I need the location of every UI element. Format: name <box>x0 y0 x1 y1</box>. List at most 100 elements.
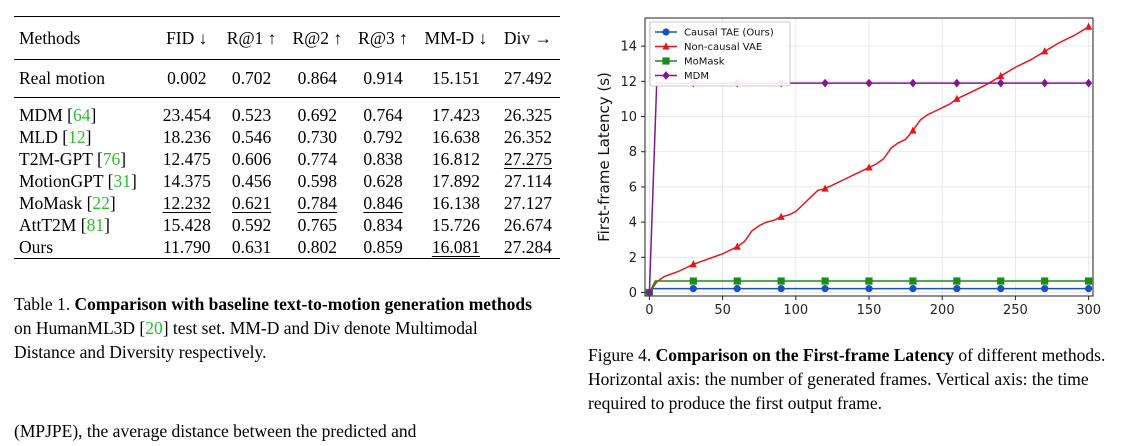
data-point <box>953 285 961 293</box>
data-point <box>662 28 670 36</box>
caption-text: ] test set. MM-D and Div denote Multimod… <box>14 318 478 362</box>
data-point <box>865 285 873 293</box>
x-tick-label: 0 <box>645 303 653 318</box>
cell-div: 27.114 <box>504 170 552 191</box>
x-tick-label: 300 <box>1076 303 1101 318</box>
cell-r1: 0.456 <box>231 170 272 191</box>
data-point <box>821 184 829 192</box>
cell-mmd: 15.151 <box>431 68 480 88</box>
caption-text: of different methods. Horizontal axis: t… <box>588 345 1106 413</box>
citation-link[interactable]: 12 <box>68 126 86 147</box>
cell-r1: 0.606 <box>231 148 272 169</box>
table-row-attt2m: AttT2M [81] 15.428 0.592 0.765 0.834 15.… <box>14 214 560 236</box>
y-tick-label: 2 <box>629 251 637 266</box>
row-method-name: MoMask [22] <box>19 192 116 213</box>
citation-link[interactable]: 64 <box>72 104 91 125</box>
data-point <box>733 242 741 250</box>
data-point <box>821 78 829 88</box>
row-method-name: Real motion <box>19 68 106 88</box>
citation-link[interactable]: 31 <box>113 170 131 191</box>
header-methods: Methods <box>19 27 81 48</box>
y-tick-label: 12 <box>620 75 637 90</box>
results-table-container: Methods FID ↓ R@1 ↑ R@2 ↑ R@3 ↑ MM-D ↓ D… <box>14 16 562 259</box>
cell-div: 27.284 <box>503 236 553 257</box>
results-table: Methods FID ↓ R@1 ↑ R@2 ↑ R@3 ↑ MM-D ↓ D… <box>14 16 560 259</box>
series-line <box>648 280 1089 293</box>
header-r3: R@3 ↑ <box>358 27 408 48</box>
cell-fid: 11.790 <box>163 236 211 257</box>
data-point <box>909 126 917 134</box>
table-row-ours: Ours 11.790 0.631 0.802 0.859 16.081 27.… <box>14 236 560 259</box>
data-point <box>1085 78 1093 88</box>
y-tick-label: 8 <box>629 145 637 160</box>
data-point <box>997 78 1005 88</box>
cell-r3: 0.764 <box>363 104 403 125</box>
cell-r3: 0.628 <box>363 170 403 191</box>
cell-r2: 0.802 <box>297 236 337 257</box>
citation-link[interactable]: 76 <box>102 148 121 169</box>
cell-r3: 0.859 <box>363 236 403 257</box>
x-tick-label: 150 <box>857 303 882 318</box>
cell-r2: 0.598 <box>297 170 337 191</box>
citation-link[interactable]: 20 <box>145 318 163 338</box>
cell-r3: 0.838 <box>363 148 403 169</box>
data-point <box>662 57 670 65</box>
row-method-name: MLD [12] <box>19 126 92 147</box>
citation-link[interactable]: 81 <box>86 214 105 235</box>
cell-mmd: 16.638 <box>431 126 480 147</box>
cell-r2: 0.774 <box>297 148 337 169</box>
cell-mmd: 17.892 <box>431 170 480 191</box>
figure-caption: Figure 4. Comparison on the First-frame … <box>588 343 1116 415</box>
data-point <box>662 42 670 50</box>
cell-r2: 0.864 <box>297 68 337 88</box>
cell-fid: 15.428 <box>162 214 211 235</box>
data-point <box>997 277 1005 285</box>
cell-mmd: 15.726 <box>431 214 480 235</box>
caption-text: on HumanML3D [ <box>14 318 146 338</box>
data-point <box>953 94 961 102</box>
y-tick-label: 14 <box>620 40 637 55</box>
cell-div: 26.674 <box>503 214 553 235</box>
header-mmd: MM-D ↓ <box>424 27 488 48</box>
legend-box <box>649 21 791 87</box>
data-point <box>909 277 917 285</box>
cell-r1: 0.546 <box>231 126 272 147</box>
header-fid: FID ↓ <box>166 27 208 48</box>
data-point <box>953 78 961 88</box>
cell-r3: 0.846 <box>363 192 403 213</box>
caption-bold-text: Comparison on the First-frame Latency <box>655 345 955 365</box>
table-row-motiongpt: MotionGPT [31] 14.375 0.456 0.598 0.628 … <box>14 170 560 192</box>
body-text-line: (MPJPE), the average distance between th… <box>14 421 417 441</box>
table-row-t2m-gpt: T2M-GPT [76] 12.475 0.606 0.774 0.838 16… <box>14 148 560 170</box>
legend-entry: Causal TAE (Ours) <box>655 28 774 39</box>
y-tick-label: 6 <box>629 180 637 195</box>
cell-mmd: 16.812 <box>431 148 480 169</box>
data-point <box>777 277 785 285</box>
legend-label: Non-causal VAE <box>684 42 762 53</box>
x-tick-label: 200 <box>930 303 955 318</box>
cell-div: 27.275 <box>503 148 553 169</box>
cell-fid: 12.232 <box>162 192 211 213</box>
cell-fid: 12.475 <box>162 148 211 169</box>
data-point <box>953 277 961 285</box>
x-tick-label: 250 <box>1003 303 1028 318</box>
cell-r1: 0.621 <box>231 192 272 213</box>
table-header-row: Methods FID ↓ R@1 ↑ R@2 ↑ R@3 ↑ MM-D ↓ D… <box>14 16 560 60</box>
data-point <box>1085 277 1093 285</box>
data-point <box>865 78 873 88</box>
cell-r3: 0.914 <box>363 68 403 88</box>
data-point <box>777 285 785 293</box>
data-point <box>1085 285 1093 293</box>
data-point <box>909 285 917 293</box>
data-point <box>689 277 697 285</box>
data-point <box>865 277 873 285</box>
data-point <box>777 212 785 220</box>
citation-link[interactable]: 22 <box>92 192 110 213</box>
cell-r3: 0.834 <box>363 214 403 235</box>
row-method-name: MDM [64] <box>19 104 97 125</box>
cell-r2: 0.692 <box>297 104 337 125</box>
legend-label: MoMask <box>684 57 725 68</box>
cell-fid: 14.375 <box>162 170 211 191</box>
header-r2: R@2 ↑ <box>292 27 343 48</box>
data-point <box>1085 22 1093 30</box>
